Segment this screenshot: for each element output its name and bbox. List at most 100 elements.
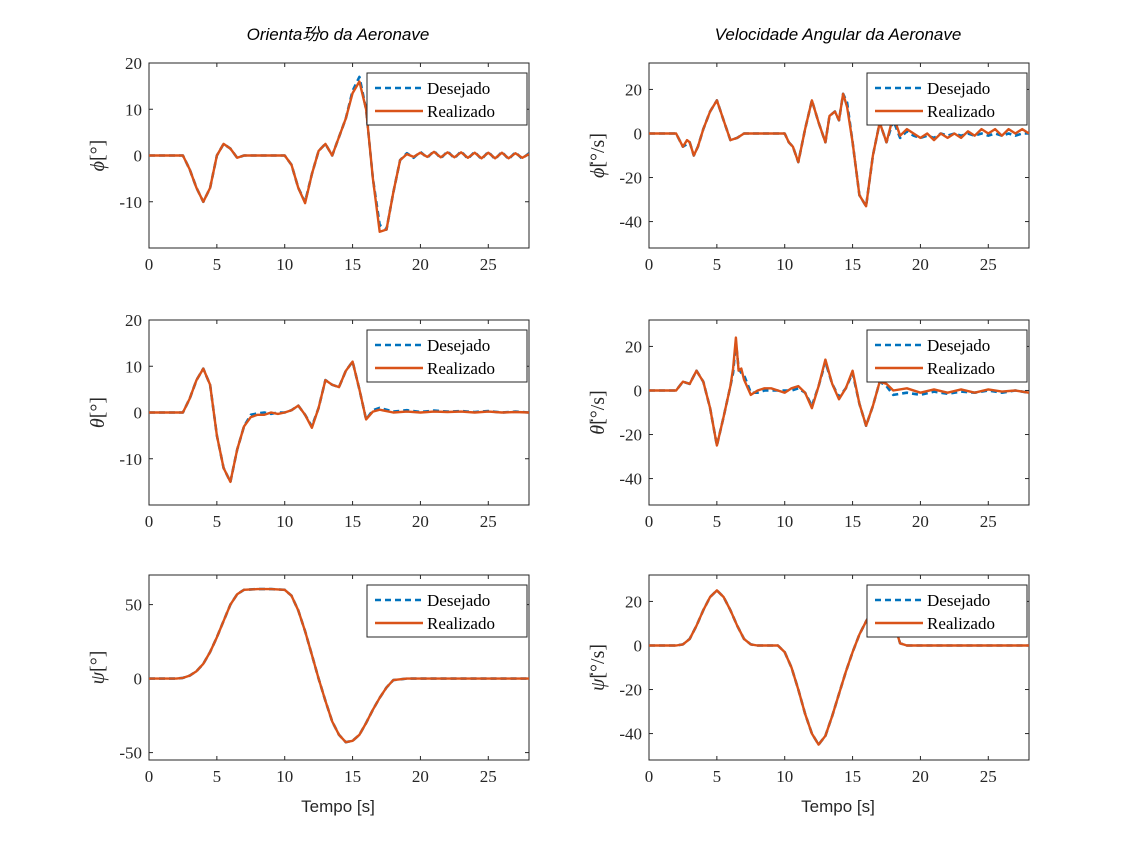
x-tick-label: 10 (776, 512, 793, 531)
legend: Desejado Realizado (366, 329, 528, 383)
x-tick-label: 25 (480, 767, 497, 786)
y-tick-label: 0 (634, 636, 643, 655)
x-tick-label: 15 (344, 512, 361, 531)
y-tick-label: 0 (634, 381, 643, 400)
y-tick-label: 0 (134, 404, 143, 423)
series-realized (149, 587, 529, 744)
y-axis-label: ϕ[°] (87, 140, 109, 172)
y-tick-label: 0 (134, 147, 143, 166)
x-tick-label: 15 (844, 255, 861, 274)
x-tick-label: 5 (213, 767, 222, 786)
subplot-theta: 0 5 10 15 20 25 -10 0 10 20 Desejado Realizado θ[°] (87, 311, 530, 531)
legend-box (866, 329, 1028, 383)
y-tick-label: -40 (619, 213, 642, 232)
x-tick-label: 10 (776, 767, 793, 786)
x-tick-label: 5 (713, 255, 722, 274)
subplot-phi: 0 5 10 15 20 25 -10 0 10 20 Desejado Realizado ϕ[°] (87, 54, 530, 274)
y-tick-label: 20 (125, 54, 142, 73)
x-tick-label: 25 (980, 512, 997, 531)
x-tick-label: 20 (912, 255, 929, 274)
y-axis-label-symbol: ϕ (87, 161, 109, 171)
y-axis-label: θ̇[°/s] (587, 390, 609, 435)
y-axis-label: ϕ̇[°/s] (587, 133, 609, 178)
series-realized (649, 336, 1029, 447)
y-tick-label: 20 (125, 311, 142, 330)
y-tick-label: 0 (134, 670, 143, 689)
legend-label-desired: Desejado (427, 336, 490, 355)
x-tick-label: 20 (412, 512, 429, 531)
x-tick-label: 15 (344, 767, 361, 786)
x-tick-label: 25 (480, 255, 497, 274)
x-tick-label: 0 (645, 255, 654, 274)
y-axis-label-unit: [°] (87, 651, 109, 672)
y-axis-label-unit: [°/s] (587, 390, 609, 425)
y-tick-label: 10 (125, 357, 142, 376)
y-tick-label: 20 (625, 592, 642, 611)
title-left: Orienta玢o da Aeronave (247, 25, 430, 44)
x-tick-label: 0 (145, 767, 154, 786)
x-tick-label: 25 (980, 255, 997, 274)
y-tick-label: 20 (625, 80, 642, 99)
legend-box (366, 329, 528, 383)
legend-label-realized: Realizado (427, 359, 495, 378)
x-tick-label: 20 (412, 255, 429, 274)
y-axis-label-symbol: θ (87, 418, 109, 428)
y-axis-label: θ[°] (87, 397, 109, 428)
y-tick-label: -10 (119, 193, 142, 212)
legend-label-desired: Desejado (427, 591, 490, 610)
x-tick-label: 15 (844, 767, 861, 786)
title-right: Velocidade Angular da Aeronave (715, 25, 962, 44)
y-tick-label: 20 (625, 337, 642, 356)
y-axis-label-unit: [°] (87, 140, 109, 161)
y-tick-label: 10 (125, 100, 142, 119)
legend-box (366, 72, 528, 126)
x-tick-label: 25 (480, 512, 497, 531)
x-tick-label: 5 (213, 512, 222, 531)
x-tick-label: 20 (912, 767, 929, 786)
series-realized (149, 80, 529, 233)
x-tick-label: 10 (276, 767, 293, 786)
legend-label-realized: Realizado (427, 614, 495, 633)
legend: Desejado Realizado (866, 329, 1028, 383)
x-tick-label: 25 (980, 767, 997, 786)
subplot-grid: 0 5 10 15 20 25-1001020DesejadoRealizadoϕ[°]0… (87, 54, 1030, 786)
legend: Desejado Realizado (366, 584, 528, 638)
y-axis-label: ψ̇[°/s] (587, 644, 609, 691)
legend-label-desired: Desejado (927, 79, 990, 98)
x-tick-label: 15 (344, 255, 361, 274)
x-tick-label: 20 (412, 767, 429, 786)
x-tick-label: 10 (276, 255, 293, 274)
x-tick-label: 5 (713, 512, 722, 531)
legend-box (366, 584, 528, 638)
legend-label-desired: Desejado (927, 591, 990, 610)
x-tick-label: 5 (713, 767, 722, 786)
legend-label-realized: Realizado (427, 102, 495, 121)
y-tick-label: 0 (634, 124, 643, 143)
x-tick-label: 0 (645, 767, 654, 786)
legend-label-realized: Realizado (927, 614, 995, 633)
series-realized (649, 92, 1029, 208)
y-tick-label: 50 (125, 596, 142, 615)
xlabel-right: Tempo [s] (801, 797, 875, 816)
xlabel-left: Tempo [s] (301, 797, 375, 816)
legend-label-desired: Desejado (927, 336, 990, 355)
legend-label-realized: Realizado (927, 359, 995, 378)
x-tick-label: 10 (276, 512, 293, 531)
y-axis-label: ψ[°] (87, 651, 109, 685)
x-tick-label: 0 (645, 512, 654, 531)
x-tick-label: 20 (912, 512, 929, 531)
subplot-thetadot: 0 5 10 15 20 25 -40 -20 0 20 Desejado Realizado θ̇[°… (587, 319, 1030, 531)
x-tick-label: 15 (844, 512, 861, 531)
y-tick-label: -10 (119, 450, 142, 469)
y-axis-label-unit: [°] (87, 397, 109, 418)
y-tick-label: -20 (619, 681, 642, 700)
legend-box (866, 72, 1028, 126)
x-tick-label: 10 (776, 255, 793, 274)
y-tick-label: -20 (619, 169, 642, 188)
legend: Desejado Realizado (866, 72, 1028, 126)
series-realized (149, 360, 529, 484)
y-axis-label-unit: [°/s] (587, 133, 609, 168)
subplot-psidot: 0 5 10 15 20 25 -40 -20 0 20 Desejado Realizado ψ̇[°… (587, 574, 1030, 786)
legend-label-realized: Realizado (927, 102, 995, 121)
